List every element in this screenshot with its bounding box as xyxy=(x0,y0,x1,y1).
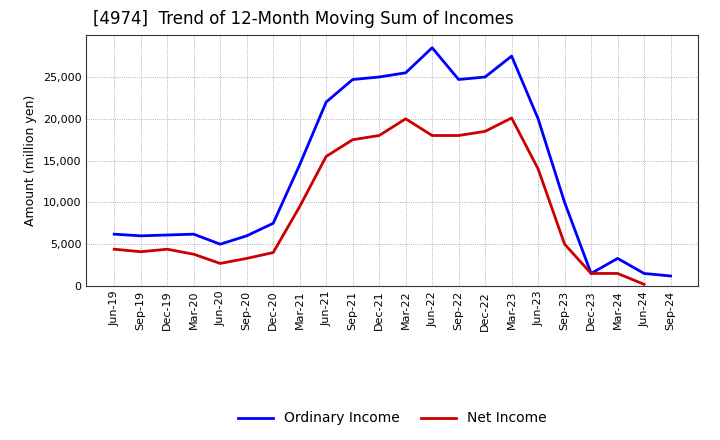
Net Income xyxy=(613,271,622,276)
Net Income xyxy=(640,282,649,287)
Net Income xyxy=(110,246,119,252)
Ordinary Income xyxy=(295,162,304,167)
Ordinary Income xyxy=(428,45,436,50)
Ordinary Income xyxy=(348,77,357,82)
Ordinary Income xyxy=(110,231,119,237)
Net Income xyxy=(243,256,251,261)
Ordinary Income xyxy=(269,221,277,226)
Net Income xyxy=(348,137,357,142)
Ordinary Income xyxy=(640,271,649,276)
Ordinary Income xyxy=(666,273,675,279)
Net Income xyxy=(163,246,171,252)
Net Income xyxy=(587,271,595,276)
Ordinary Income xyxy=(508,53,516,59)
Net Income xyxy=(428,133,436,138)
Net Income xyxy=(534,166,542,172)
Ordinary Income xyxy=(401,70,410,75)
Ordinary Income xyxy=(534,116,542,121)
Ordinary Income xyxy=(375,74,384,80)
Net Income xyxy=(136,249,145,254)
Net Income xyxy=(401,116,410,121)
Ordinary Income xyxy=(613,256,622,261)
Ordinary Income xyxy=(243,233,251,238)
Legend: Ordinary Income, Net Income: Ordinary Income, Net Income xyxy=(233,406,552,431)
Ordinary Income xyxy=(587,271,595,276)
Net Income xyxy=(454,133,463,138)
Net Income xyxy=(216,261,225,266)
Net Income xyxy=(481,128,490,134)
Net Income xyxy=(269,250,277,255)
Net Income xyxy=(375,133,384,138)
Text: [4974]  Trend of 12-Month Moving Sum of Incomes: [4974] Trend of 12-Month Moving Sum of I… xyxy=(92,10,513,28)
Ordinary Income xyxy=(216,242,225,247)
Y-axis label: Amount (million yen): Amount (million yen) xyxy=(24,95,37,226)
Net Income xyxy=(295,204,304,209)
Ordinary Income xyxy=(481,74,490,80)
Line: Net Income: Net Income xyxy=(114,118,644,284)
Net Income xyxy=(508,115,516,121)
Ordinary Income xyxy=(454,77,463,82)
Line: Ordinary Income: Ordinary Income xyxy=(114,48,670,276)
Net Income xyxy=(189,252,198,257)
Ordinary Income xyxy=(136,233,145,238)
Ordinary Income xyxy=(322,99,330,105)
Net Income xyxy=(560,242,569,247)
Ordinary Income xyxy=(560,200,569,205)
Ordinary Income xyxy=(189,231,198,237)
Ordinary Income xyxy=(163,232,171,238)
Net Income xyxy=(322,154,330,159)
